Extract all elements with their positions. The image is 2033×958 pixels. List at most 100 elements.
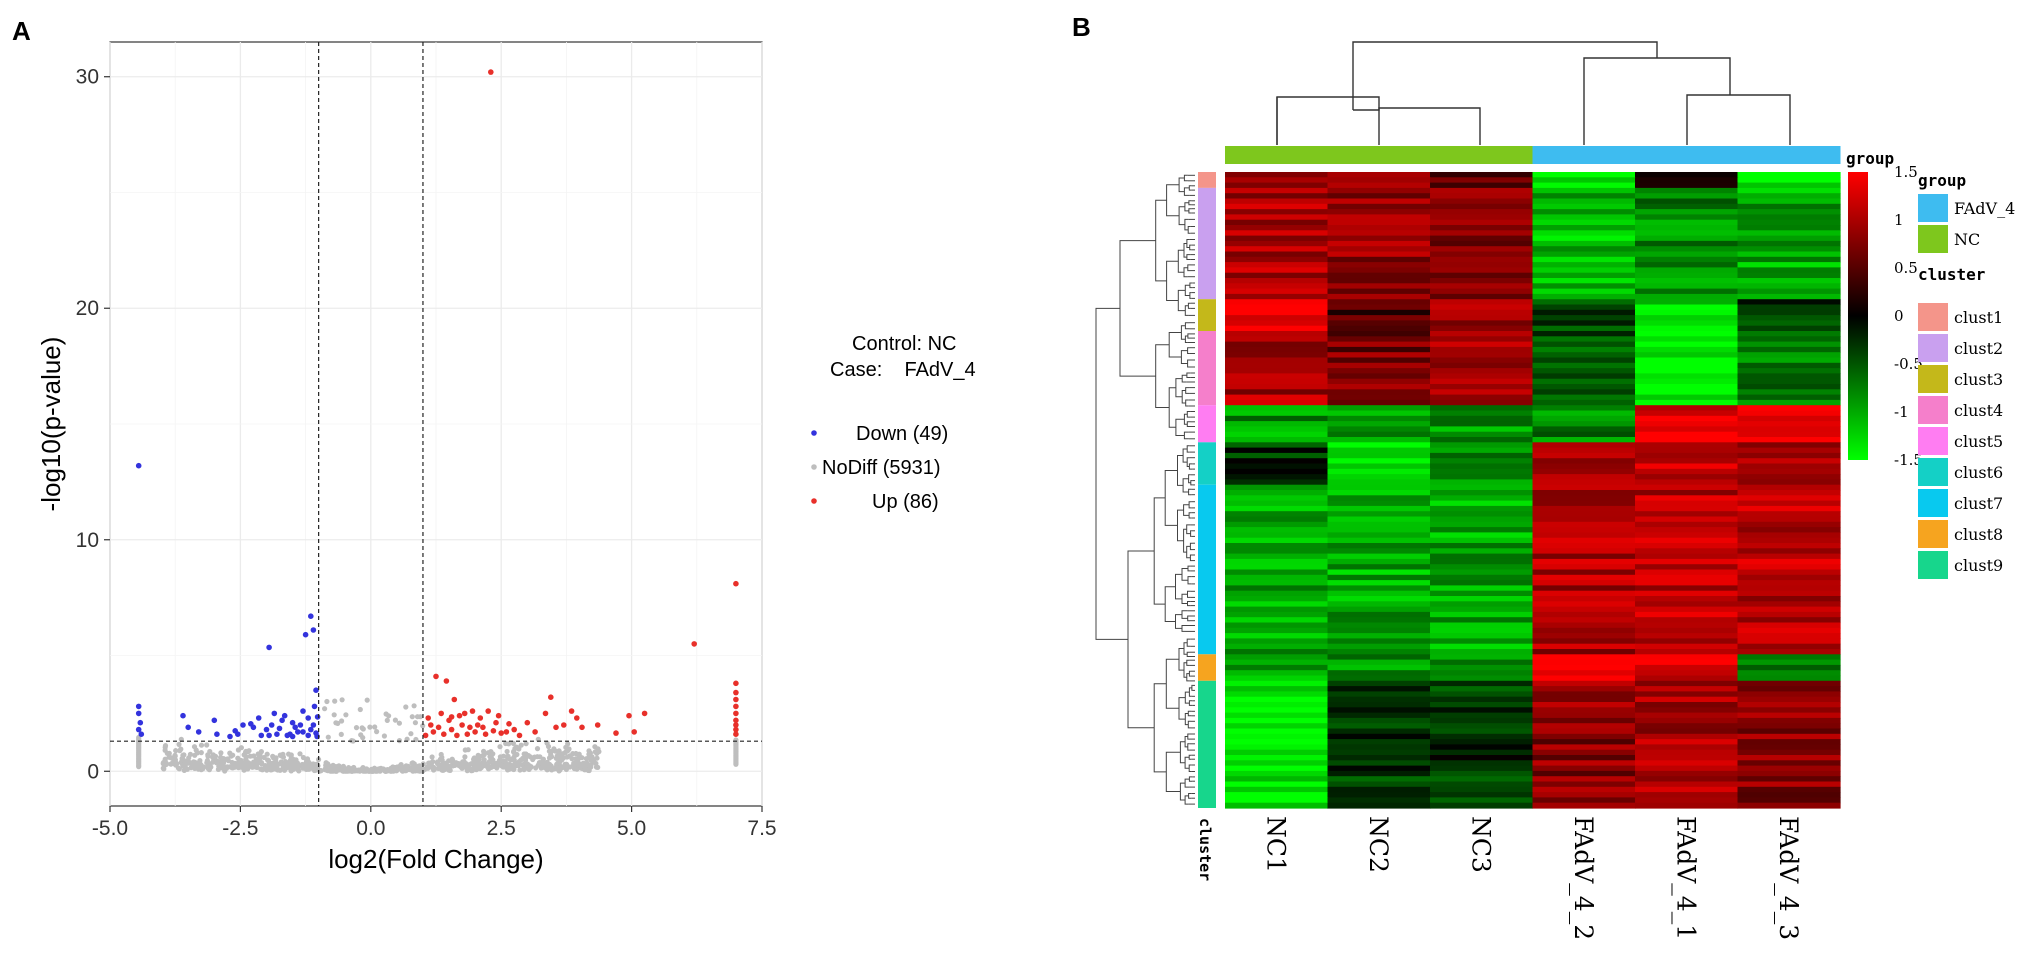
heatmap-cell: [1635, 405, 1739, 412]
nodiff-point: [324, 698, 330, 705]
heatmap-cell: [1532, 187, 1636, 194]
nodiff-point: [403, 704, 409, 710]
heatmap-cell: [1635, 611, 1739, 618]
nodiff-point: [176, 741, 182, 748]
heatmap-cell: [1225, 696, 1329, 703]
heatmap-cell: [1225, 521, 1329, 528]
heatmap-cell: [1737, 728, 1841, 735]
heatmap-cell: [1532, 352, 1636, 359]
heatmap-cell: [1532, 739, 1636, 745]
nodiff-point: [300, 754, 306, 761]
heatmap-cell: [1225, 256, 1329, 263]
heatmap-cell: [1430, 304, 1534, 311]
row-dendro-branch: [1119, 240, 1156, 377]
heatmap-cell: [1635, 193, 1739, 200]
heatmap-cell: [1532, 532, 1636, 539]
heatmap-cell: [1225, 654, 1329, 661]
nodiff-point: [412, 720, 418, 726]
heatmap-cell: [1430, 230, 1534, 237]
heatmap-cell: [1635, 426, 1739, 433]
heatmap-cell: [1737, 214, 1841, 221]
heatmap-cell: [1225, 299, 1329, 306]
nodiff-point: [305, 765, 311, 771]
heatmap-cell: [1532, 601, 1636, 608]
heatmap-cell: [1532, 611, 1636, 618]
heatmap-cell: [1430, 490, 1534, 496]
heatmap-cell: [1225, 410, 1329, 417]
row-dendro-branch: [1177, 455, 1184, 486]
heatmap-cell: [1635, 601, 1739, 608]
row-dendro-branch: [1187, 565, 1191, 572]
row-dendro-branch: [1187, 302, 1191, 309]
heatmap-cell: [1327, 410, 1431, 417]
heatmap-cell: [1430, 336, 1534, 343]
nodiff-point: [352, 767, 358, 773]
heatmap-cell: [1635, 797, 1739, 804]
column-label: FAdV_4_3: [1774, 816, 1803, 940]
nodiff-point: [358, 767, 365, 773]
up-point: [553, 724, 559, 731]
heatmap-cell: [1430, 765, 1534, 772]
cluster-annotation-label: cluster: [1196, 818, 1214, 881]
heatmap-cell: [1225, 627, 1329, 634]
heatmap-cell: [1737, 309, 1841, 316]
heatmap-cell: [1532, 664, 1636, 671]
heatmap-cell: [1430, 219, 1534, 226]
up-point: [451, 696, 458, 703]
heatmap-cell: [1327, 712, 1431, 719]
up-point: [488, 69, 494, 75]
nodiff-point: [275, 767, 281, 773]
heatmap-cell: [1430, 670, 1534, 677]
panel-label-a: A: [12, 16, 31, 46]
up-point: [733, 703, 739, 710]
nodiff-point: [396, 720, 402, 726]
heatmap-cell: [1430, 786, 1534, 793]
nodiff-point: [288, 763, 294, 769]
group-legend-title: group: [1918, 171, 1966, 190]
cluster-legend-swatch: [1918, 458, 1948, 486]
nodiff-point: [408, 731, 414, 737]
heatmap-cell: [1737, 341, 1841, 348]
nodiff-point: [512, 760, 518, 767]
heatmap-cell: [1635, 760, 1739, 767]
heatmap-cell: [1225, 760, 1329, 767]
heatmap-cell: [1635, 240, 1739, 247]
heatmap-cell: [1225, 500, 1329, 507]
row-dendro-branch: [1186, 524, 1191, 535]
heatmap-cell: [1635, 468, 1739, 475]
heatmap-cell: [1225, 543, 1329, 549]
heatmap-cell: [1225, 278, 1329, 284]
heatmap-cell: [1737, 596, 1841, 602]
heatmap-cell: [1327, 733, 1431, 740]
heatmap-cell: [1327, 315, 1431, 321]
up-point: [454, 732, 460, 739]
heatmap-cell: [1635, 622, 1739, 629]
nodiff-point: [360, 735, 366, 741]
heatmap-cell: [1430, 198, 1534, 205]
heatmap-cell: [1225, 405, 1329, 412]
heatmap-cell: [1737, 691, 1841, 698]
heatmap-cell: [1430, 267, 1534, 274]
heatmap-cell: [1635, 728, 1739, 735]
heatmap-cell: [1532, 278, 1636, 284]
heatmap-cell: [1635, 580, 1739, 586]
down-point: [180, 712, 186, 719]
heatmap-cell: [1430, 405, 1534, 412]
up-point: [477, 715, 484, 721]
heatmap-cell: [1737, 272, 1841, 279]
heatmap-cell: [1327, 479, 1431, 486]
cluster-legend-swatch: [1918, 489, 1948, 517]
up-point: [456, 712, 463, 719]
up-point: [511, 726, 517, 733]
nodiff-point: [437, 762, 443, 768]
heatmap-cell: [1737, 172, 1841, 178]
heatmap-cell: [1430, 346, 1534, 353]
heatmap-cell: [1225, 606, 1329, 613]
heatmap-cell: [1225, 569, 1329, 576]
heatmap-cell: [1737, 209, 1841, 215]
heatmap-cell: [1430, 728, 1534, 735]
down-point: [195, 729, 202, 735]
heatmap-cell: [1532, 442, 1636, 449]
heatmap-cell: [1327, 569, 1431, 576]
x-tick-label: -2.5: [222, 817, 258, 840]
